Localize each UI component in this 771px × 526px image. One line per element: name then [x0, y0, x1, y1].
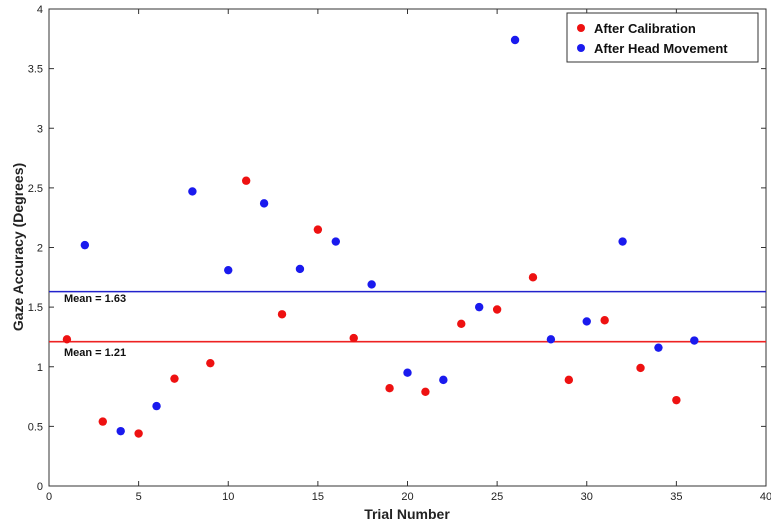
data-point-s1-6	[295, 264, 305, 274]
y-tick-label-5: 2.5	[28, 183, 43, 195]
y-tick-label-4: 2	[37, 243, 43, 255]
mean-label-after-calibration: Mean = 1.21	[64, 347, 126, 359]
legend: After Calibration After Head Movement	[566, 12, 759, 63]
data-point-s1-15	[618, 237, 627, 246]
x-axis-title: Trial Number	[364, 506, 450, 522]
data-point-s0-16	[636, 363, 645, 373]
data-point-s0-8	[349, 333, 358, 343]
data-point-s0-0	[62, 335, 72, 344]
data-point-s1-0	[80, 240, 90, 250]
mean-lines	[49, 290, 766, 343]
legend-marker-after-head-movement	[577, 44, 585, 52]
data-point-s1-5	[259, 199, 269, 208]
data-point-s0-12	[492, 305, 502, 314]
data-point-s1-13	[546, 335, 556, 344]
legend-marker-after-calibration	[577, 24, 585, 32]
y-tick-label-6: 3	[37, 123, 43, 135]
data-point-s1-17	[690, 336, 699, 345]
data-point-s1-16	[654, 343, 663, 352]
x-tick-label-1: 5	[136, 491, 142, 503]
data-point-s0-10	[421, 387, 430, 396]
data-point-s0-15	[600, 316, 609, 325]
data-point-s0-6	[277, 310, 287, 319]
y-tick-label-0: 0	[37, 481, 43, 493]
data-point-s1-11	[475, 302, 484, 312]
y-tick-label-1: 0.5	[28, 421, 43, 433]
data-point-s1-14	[582, 317, 591, 326]
data-point-s1-12	[510, 35, 520, 45]
data-point-s1-1	[116, 426, 125, 436]
data-point-s0-9	[385, 384, 394, 393]
x-tick-label-4: 20	[401, 491, 413, 503]
y-axis-title: Gaze Accuracy (Degrees)	[10, 163, 26, 331]
data-point-s0-2	[134, 429, 143, 438]
y-tick-label-7: 3.5	[28, 64, 43, 76]
legend-box	[566, 12, 759, 63]
data-point-s1-2	[152, 401, 161, 411]
y-axis: 0 0.5 1 1.5 2 2.5 3 3.5 4	[28, 4, 766, 493]
data-point-s0-11	[457, 319, 466, 329]
data-point-s1-3	[188, 187, 197, 196]
x-tick-label-3: 15	[312, 491, 324, 503]
x-tick-label-6: 30	[581, 491, 593, 503]
x-tick-label-8: 40	[760, 491, 771, 503]
x-tick-label-5: 25	[491, 491, 503, 503]
y-tick-label-3: 1.5	[28, 302, 43, 314]
legend-label-after-calibration: After Calibration	[594, 21, 696, 36]
data-point-s0-14	[564, 375, 574, 385]
data-point-s1-7	[331, 237, 340, 246]
data-point-s0-3	[170, 374, 179, 383]
data-point-s0-1	[98, 417, 107, 426]
data-point-s0-17	[672, 395, 681, 405]
data-point-s1-8	[367, 280, 376, 289]
y-tick-label-8: 4	[37, 4, 43, 16]
data-point-s0-5	[241, 176, 251, 185]
data-point-s0-13	[528, 273, 538, 282]
data-point-s0-7	[313, 225, 323, 234]
legend-label-after-head-movement: After Head Movement	[594, 41, 728, 56]
x-tick-label-0: 0	[46, 491, 52, 503]
data-point-s1-10	[439, 375, 448, 385]
data-point-s1-9	[403, 368, 412, 377]
y-tick-label-2: 1	[37, 362, 43, 374]
plot-area	[48, 8, 767, 487]
mean-label-after-head-movement: Mean = 1.63	[64, 293, 126, 305]
x-axis: 0 5 10 15 20 25 30 35 40	[46, 9, 771, 503]
x-tick-label-7: 35	[670, 491, 682, 503]
data-point-s0-4	[206, 358, 215, 368]
data-point-s1-4	[224, 265, 233, 275]
x-tick-label-2: 10	[222, 491, 234, 503]
data-points	[62, 35, 699, 438]
